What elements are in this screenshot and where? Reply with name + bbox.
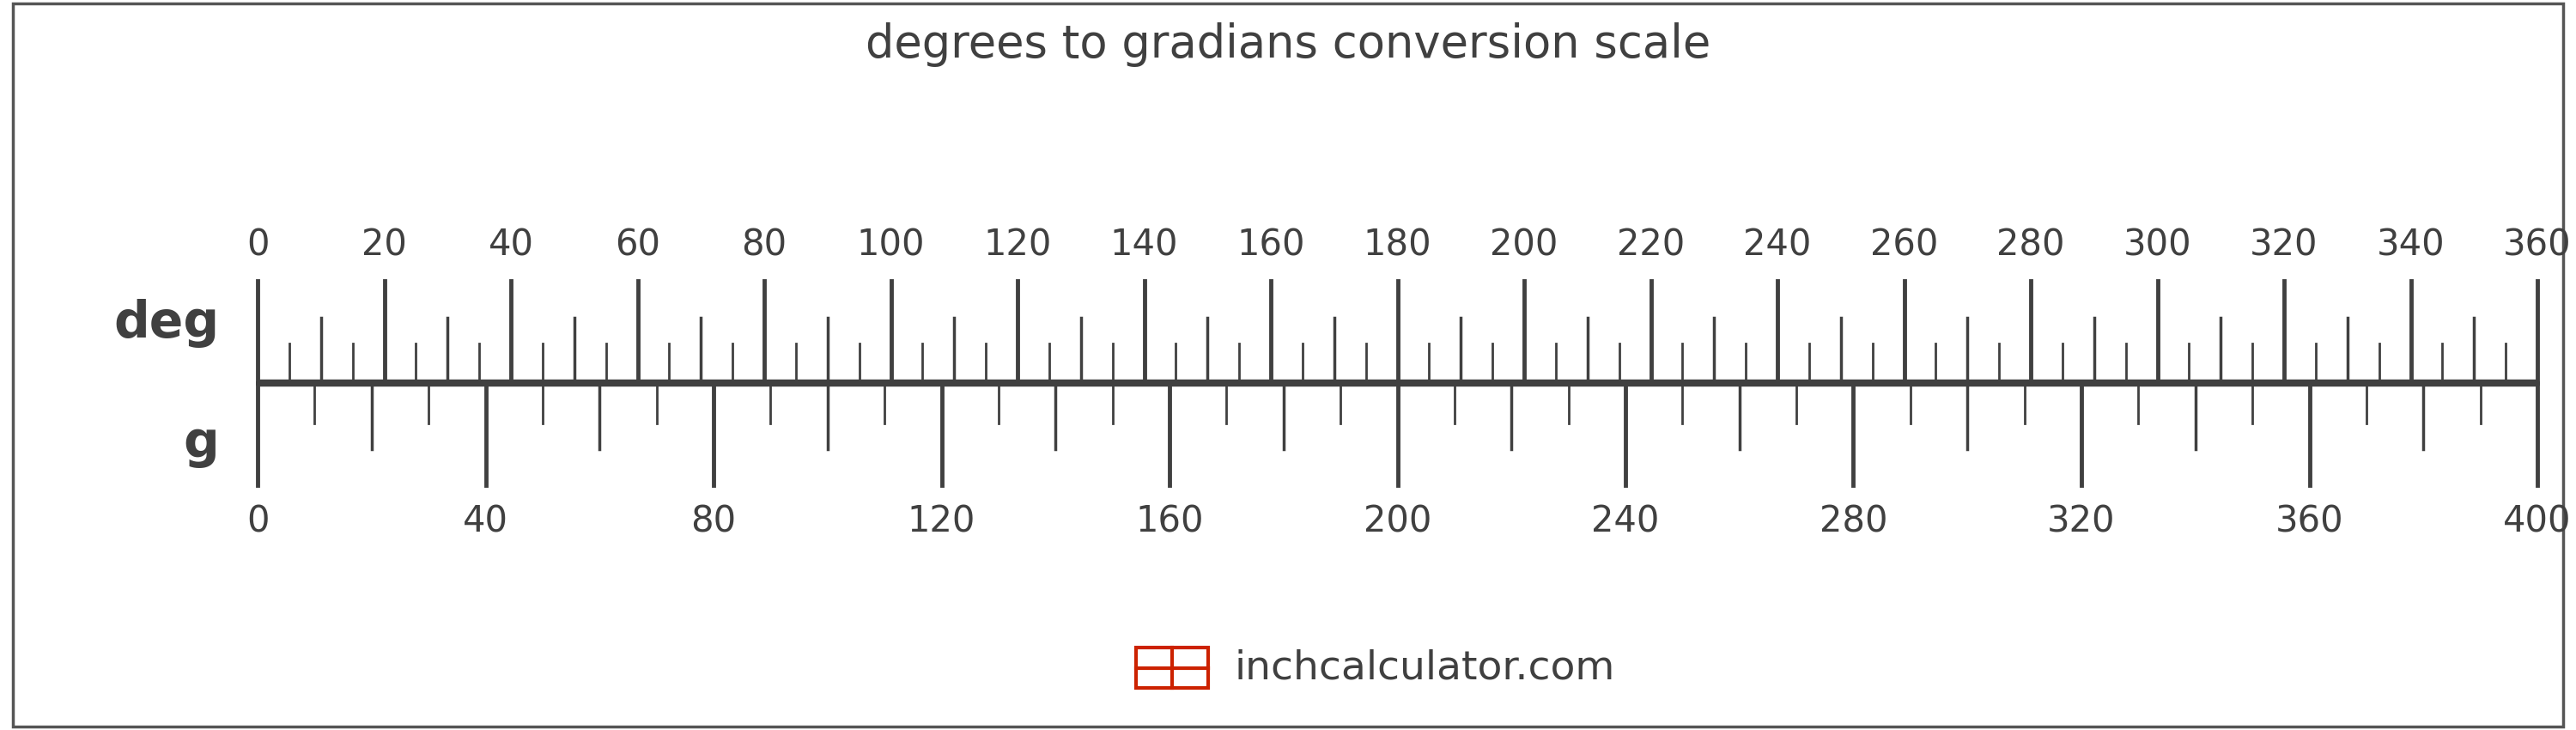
Text: 0: 0	[247, 227, 268, 263]
Text: 80: 80	[742, 227, 788, 263]
Text: 300: 300	[2123, 227, 2192, 263]
Text: 280: 280	[1996, 227, 2066, 263]
Text: 40: 40	[489, 227, 533, 263]
Text: 160: 160	[1236, 227, 1306, 263]
Text: 320: 320	[2249, 227, 2318, 263]
Text: 320: 320	[2048, 504, 2115, 539]
Text: 100: 100	[858, 227, 925, 263]
Text: 160: 160	[1136, 504, 1203, 539]
Text: 80: 80	[690, 504, 737, 539]
Text: 20: 20	[361, 227, 407, 263]
Text: degrees to gradians conversion scale: degrees to gradians conversion scale	[866, 22, 1710, 66]
Text: 200: 200	[1489, 227, 1558, 263]
Text: 280: 280	[1819, 504, 1888, 539]
Bar	[1136, 648, 1208, 688]
Text: 340: 340	[2378, 227, 2445, 263]
Text: 360: 360	[2275, 504, 2344, 539]
Text: 240: 240	[1744, 227, 1811, 263]
Text: g: g	[183, 419, 219, 468]
Text: 120: 120	[984, 227, 1051, 263]
Text: 220: 220	[1618, 227, 1685, 263]
Text: inchcalculator.com: inchcalculator.com	[1234, 649, 1615, 687]
Text: 60: 60	[616, 227, 659, 263]
Text: 240: 240	[1592, 504, 1659, 539]
Text: 260: 260	[1870, 227, 1937, 263]
Text: 180: 180	[1363, 227, 1432, 263]
Text: 140: 140	[1110, 227, 1177, 263]
Text: deg: deg	[113, 299, 219, 347]
Text: 120: 120	[907, 504, 976, 539]
Text: 0: 0	[247, 504, 268, 539]
Text: 400: 400	[2504, 504, 2571, 539]
Text: 40: 40	[464, 504, 507, 539]
Text: 200: 200	[1363, 504, 1432, 539]
Text: 360: 360	[2504, 227, 2571, 263]
